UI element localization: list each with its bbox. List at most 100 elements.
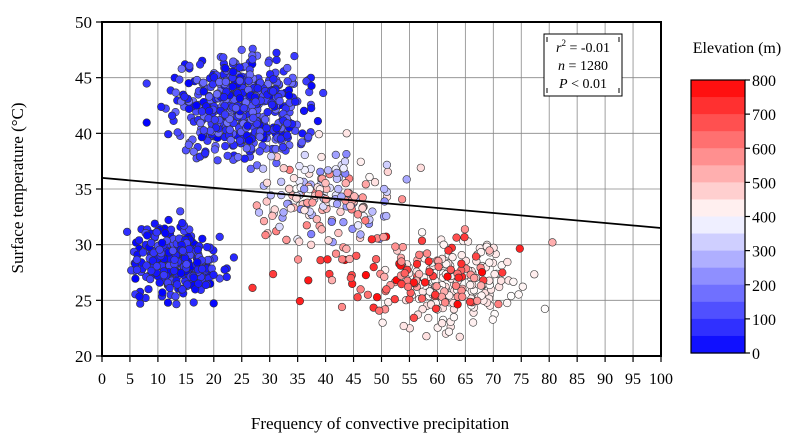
- data-point: [457, 251, 466, 260]
- data-point: [299, 106, 309, 115]
- data-point: [229, 57, 238, 66]
- data-point: [262, 197, 271, 206]
- data-point: [171, 292, 180, 301]
- data-point: [155, 245, 164, 254]
- data-point: [324, 166, 333, 175]
- data-point: [272, 48, 281, 57]
- data-point: [390, 295, 399, 304]
- data-point: [259, 217, 269, 226]
- data-point: [176, 269, 185, 278]
- data-point: [439, 240, 448, 249]
- data-point: [424, 257, 433, 266]
- x-tick-label: 10: [150, 371, 166, 388]
- data-point: [514, 290, 523, 299]
- colorbar-title: Elevation (m): [693, 40, 781, 57]
- data-point: [331, 150, 340, 159]
- data-point: [448, 253, 457, 262]
- data-point: [175, 75, 184, 84]
- y-tick-label: 50: [75, 13, 92, 32]
- data-point: [279, 208, 288, 217]
- data-point: [416, 163, 425, 172]
- data-point: [334, 228, 343, 238]
- colorbar-band: [691, 250, 745, 269]
- data-point: [185, 61, 194, 71]
- data-point: [254, 208, 264, 217]
- data-point: [239, 104, 248, 113]
- data-point: [263, 107, 272, 117]
- data-point: [398, 243, 408, 252]
- data-point: [289, 174, 299, 183]
- data-point: [283, 63, 292, 73]
- data-point: [466, 297, 475, 307]
- data-point: [409, 278, 418, 287]
- data-point: [503, 298, 512, 308]
- data-point: [409, 313, 419, 323]
- colorbar-band: [691, 335, 745, 354]
- data-point: [172, 300, 181, 309]
- data-point: [316, 167, 325, 176]
- data-point: [173, 128, 182, 137]
- data-point: [135, 236, 144, 245]
- data-point: [370, 178, 380, 187]
- data-point: [343, 188, 352, 197]
- data-point: [369, 263, 378, 272]
- data-point: [144, 285, 153, 294]
- data-point: [302, 77, 311, 86]
- data-point: [327, 276, 337, 285]
- x-tick-label: 85: [569, 371, 585, 388]
- data-point: [170, 255, 179, 265]
- data-point: [460, 225, 470, 234]
- data-point: [142, 118, 151, 127]
- data-point: [375, 306, 384, 315]
- colorbar-tick-label: 700: [752, 107, 776, 124]
- data-point: [189, 298, 198, 307]
- data-point: [466, 280, 475, 290]
- data-point: [548, 238, 557, 247]
- data-point: [272, 55, 281, 65]
- data-point: [193, 258, 202, 267]
- colorbar-band: [691, 216, 745, 235]
- data-point: [193, 245, 202, 254]
- data-point: [142, 79, 151, 88]
- data-point: [350, 192, 359, 201]
- data-point: [345, 254, 354, 264]
- data-point: [308, 198, 317, 207]
- y-tick-label: 30: [75, 236, 92, 255]
- data-point: [453, 300, 462, 309]
- data-point: [307, 81, 316, 90]
- data-point: [152, 262, 161, 271]
- data-point: [173, 280, 182, 289]
- data-point: [146, 275, 155, 284]
- colorbar-tick-label: 500: [752, 175, 776, 192]
- colorbar-band: [691, 131, 745, 149]
- data-point: [275, 222, 284, 231]
- y-axis-label: Surface temperature (°C): [8, 102, 27, 273]
- data-point: [382, 211, 391, 221]
- data-point: [383, 167, 392, 176]
- colorbar-band: [691, 80, 745, 98]
- x-tick-label: 55: [401, 371, 417, 388]
- x-tick-label: 30: [262, 371, 278, 388]
- data-point: [233, 153, 243, 162]
- data-point: [275, 96, 284, 106]
- data-point: [412, 260, 422, 269]
- data-point: [267, 100, 277, 109]
- data-point: [471, 252, 481, 261]
- data-point: [338, 255, 347, 264]
- data-point: [340, 157, 350, 166]
- data-point: [251, 97, 260, 106]
- data-point: [231, 103, 240, 113]
- data-point: [353, 293, 362, 302]
- colorbar-band: [691, 284, 745, 303]
- data-point: [283, 77, 292, 86]
- data-point: [209, 299, 218, 308]
- data-point: [295, 297, 305, 306]
- data-point: [342, 150, 351, 159]
- data-point: [210, 115, 219, 124]
- data-point: [488, 315, 497, 324]
- colorbar-tick-label: 100: [752, 312, 776, 329]
- data-point: [353, 210, 363, 219]
- data-point: [334, 184, 343, 194]
- y-axis-ticks: 20 25 30 35 40 45 50: [75, 13, 102, 366]
- data-point: [189, 273, 198, 282]
